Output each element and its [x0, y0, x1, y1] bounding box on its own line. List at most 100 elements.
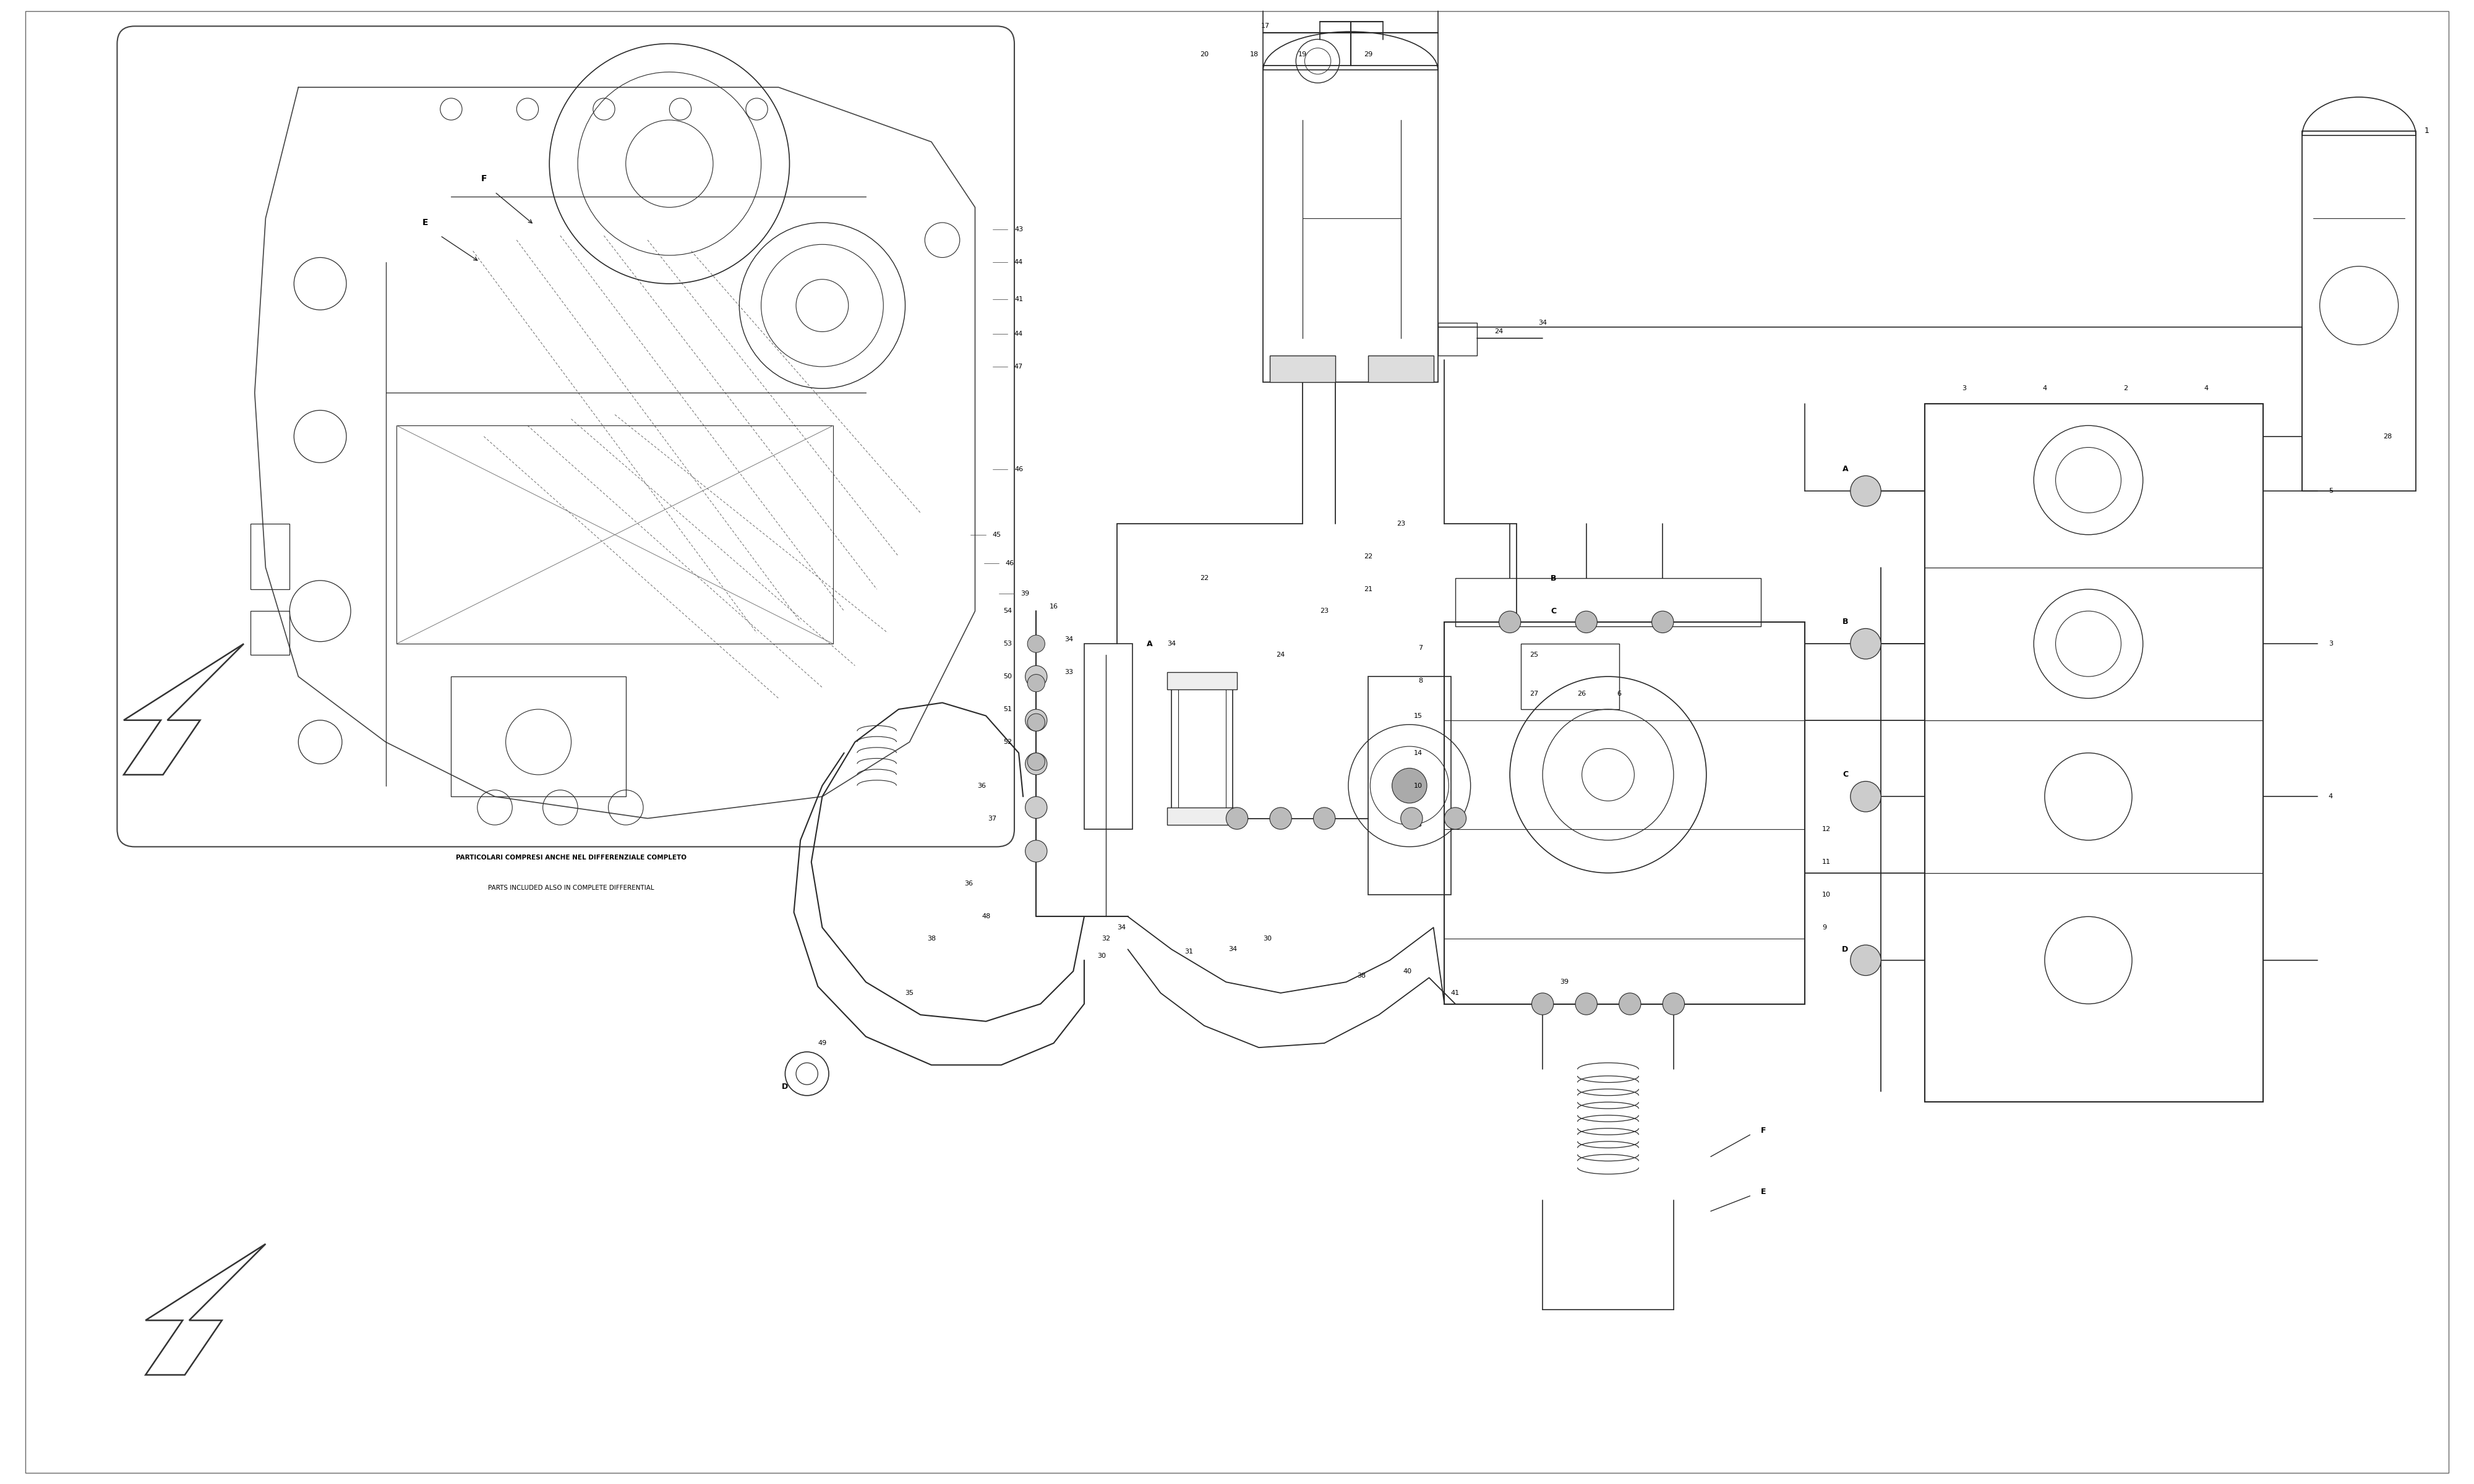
Text: PARTS INCLUDED ALSO IN COMPLETE DIFFERENTIAL: PARTS INCLUDED ALSO IN COMPLETE DIFFEREN… [487, 884, 653, 892]
Circle shape [1269, 807, 1291, 830]
Text: PARTICOLARI COMPRESI ANCHE NEL DIFFERENZIALE COMPLETO: PARTICOLARI COMPRESI ANCHE NEL DIFFERENZ… [455, 855, 688, 861]
Text: 12: 12 [1821, 827, 1831, 833]
Circle shape [1024, 666, 1047, 687]
Text: D: D [782, 1083, 789, 1091]
Bar [250, 611, 289, 654]
Text: 38: 38 [1358, 972, 1366, 978]
Text: 22: 22 [1363, 554, 1373, 559]
Circle shape [1027, 635, 1044, 653]
Text: 25: 25 [1529, 651, 1539, 657]
Text: 3: 3 [1962, 386, 1967, 392]
Text: 43: 43 [1014, 226, 1024, 232]
Text: 52: 52 [1004, 739, 1012, 745]
Bar [1173, 677, 1232, 818]
Text: 50: 50 [1004, 674, 1012, 680]
Text: 24: 24 [1277, 651, 1284, 657]
Text: 20: 20 [1200, 52, 1210, 58]
Circle shape [1314, 807, 1336, 830]
Text: 2: 2 [2123, 386, 2128, 392]
Polygon shape [255, 88, 975, 818]
Circle shape [1576, 993, 1598, 1015]
Circle shape [1851, 629, 1880, 659]
Circle shape [1618, 993, 1640, 1015]
Circle shape [1445, 807, 1467, 830]
Text: 16: 16 [1049, 604, 1059, 610]
Text: 11: 11 [1821, 859, 1831, 865]
Text: 34: 34 [1116, 925, 1126, 930]
Text: A: A [1148, 640, 1153, 649]
Circle shape [1576, 611, 1598, 632]
Text: 39: 39 [1022, 591, 1029, 597]
Text: 47: 47 [1014, 364, 1024, 370]
Text: 28: 28 [2382, 433, 2392, 439]
Bar [1368, 677, 1450, 895]
Text: 13: 13 [1415, 822, 1423, 828]
Text: 40: 40 [1403, 968, 1413, 974]
Circle shape [1499, 611, 1522, 632]
Text: 5: 5 [2328, 488, 2333, 494]
Text: 1: 1 [2425, 128, 2429, 135]
Text: 22: 22 [1200, 576, 1210, 582]
Bar [1264, 65, 1437, 381]
Polygon shape [146, 1244, 265, 1374]
Text: 49: 49 [819, 1040, 826, 1046]
Text: 4: 4 [2044, 386, 2046, 392]
Circle shape [1024, 797, 1047, 818]
Text: 34: 34 [1227, 947, 1237, 953]
Text: 6: 6 [1618, 692, 1620, 697]
Text: 10: 10 [1415, 782, 1423, 788]
Bar [1455, 579, 1761, 626]
Text: 45: 45 [992, 531, 1002, 537]
Circle shape [1024, 709, 1047, 732]
Text: 33: 33 [1064, 669, 1074, 675]
Text: 54: 54 [1004, 608, 1012, 614]
Bar [1168, 672, 1237, 690]
Circle shape [1851, 781, 1880, 812]
Text: 34: 34 [1168, 641, 1175, 647]
Text: 9: 9 [1821, 925, 1826, 930]
Bar [1437, 324, 1477, 356]
Text: 27: 27 [1529, 692, 1539, 697]
Bar [1522, 644, 1618, 709]
Text: 44: 44 [1014, 258, 1024, 266]
Text: 4: 4 [2204, 386, 2209, 392]
Text: 41: 41 [1014, 295, 1024, 303]
Text: 36: 36 [965, 881, 972, 887]
Text: E: E [1761, 1187, 1766, 1196]
Text: 37: 37 [987, 815, 997, 822]
Text: 36: 36 [977, 782, 987, 788]
Text: 29: 29 [1363, 52, 1373, 58]
Bar [1168, 807, 1237, 825]
Text: B: B [1843, 617, 1848, 626]
Bar [1368, 356, 1432, 381]
Circle shape [1024, 840, 1047, 862]
Text: F: F [480, 175, 487, 184]
Bar [450, 677, 626, 797]
Text: 53: 53 [1004, 641, 1012, 647]
Text: 34: 34 [1064, 637, 1074, 643]
Polygon shape [124, 644, 245, 775]
Circle shape [1027, 674, 1044, 692]
Bar [1269, 356, 1336, 381]
Circle shape [1400, 807, 1423, 830]
Bar [1925, 404, 2264, 1103]
Text: 7: 7 [1418, 646, 1423, 651]
Bar [250, 524, 289, 589]
FancyBboxPatch shape [116, 27, 1014, 847]
Text: 19: 19 [1299, 52, 1306, 58]
Text: 23: 23 [1321, 608, 1329, 614]
Text: 39: 39 [1561, 979, 1569, 985]
Text: F: F [1761, 1126, 1766, 1134]
Bar [1084, 644, 1133, 830]
Text: 34: 34 [1539, 321, 1546, 326]
Text: C: C [1551, 607, 1556, 614]
Text: D: D [1841, 945, 1848, 953]
Bar [1178, 683, 1227, 815]
Text: 30: 30 [1098, 953, 1106, 959]
Text: 31: 31 [1185, 948, 1192, 954]
Text: B: B [1551, 574, 1556, 582]
Text: 51: 51 [1004, 706, 1012, 712]
Text: 48: 48 [982, 914, 990, 920]
Text: 23: 23 [1395, 521, 1405, 527]
Circle shape [1653, 611, 1672, 632]
